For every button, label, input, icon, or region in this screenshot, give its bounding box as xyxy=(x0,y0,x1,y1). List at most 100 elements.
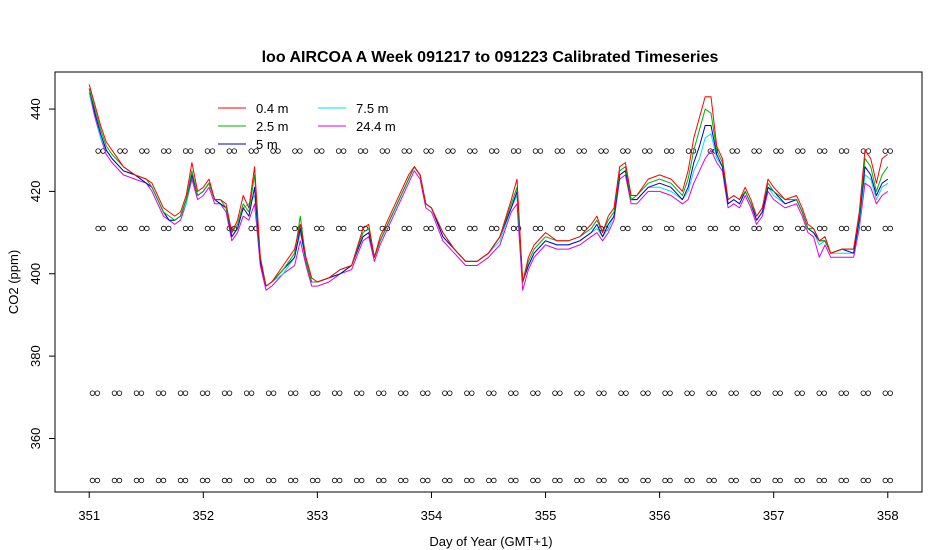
marker-point xyxy=(530,477,536,484)
marker-point xyxy=(882,477,888,484)
marker-point xyxy=(297,148,303,154)
marker-point xyxy=(647,225,653,232)
marker-point xyxy=(777,390,783,396)
marker-point xyxy=(865,225,872,232)
marker-point xyxy=(882,225,888,232)
marker-point xyxy=(161,148,167,154)
marker-point xyxy=(882,390,888,396)
marker-point xyxy=(489,225,495,232)
marker-point xyxy=(598,148,604,154)
x-axis: 351 352 353 354 355 356 357 358 xyxy=(78,492,899,523)
marker-point xyxy=(494,225,500,232)
marker-point xyxy=(755,477,761,484)
marker-point xyxy=(647,148,653,154)
marker-point xyxy=(663,225,670,232)
marker-point xyxy=(199,390,206,396)
marker-point xyxy=(428,148,434,154)
marker-point xyxy=(187,148,194,154)
marker-point xyxy=(204,390,211,396)
series-layer xyxy=(88,84,889,291)
marker-point xyxy=(270,477,277,484)
marker-point xyxy=(292,390,299,396)
marker-point xyxy=(625,148,631,154)
x-tick-label: 357 xyxy=(763,508,785,523)
marker-point xyxy=(182,477,189,484)
marker-point xyxy=(554,148,560,154)
marker-point xyxy=(778,225,784,232)
marker-point xyxy=(204,225,211,232)
marker-point xyxy=(319,148,325,154)
marker-point xyxy=(795,148,801,154)
marker-point xyxy=(117,225,123,232)
marker-point xyxy=(689,477,695,484)
legend-label: 2.5 m xyxy=(256,119,289,134)
marker-point xyxy=(733,390,739,396)
x-tick-label: 353 xyxy=(307,508,329,523)
marker-point xyxy=(420,390,426,396)
marker-point xyxy=(581,225,587,232)
marker-point xyxy=(574,390,580,396)
marker-point xyxy=(467,225,473,232)
marker-point xyxy=(642,225,648,232)
marker-point xyxy=(537,225,544,232)
marker-point xyxy=(642,148,648,154)
marker-point xyxy=(166,225,172,232)
marker-point xyxy=(576,225,582,232)
marker-point xyxy=(887,225,893,232)
marker-point xyxy=(513,390,519,396)
marker-point xyxy=(685,148,692,154)
marker-point xyxy=(821,390,827,396)
marker-point xyxy=(122,225,128,232)
marker-point xyxy=(354,390,360,396)
marker-point xyxy=(596,477,602,484)
marker-point xyxy=(182,225,189,232)
marker-point xyxy=(729,148,735,154)
marker-point xyxy=(89,477,96,484)
marker-point xyxy=(270,225,276,232)
marker-point xyxy=(685,225,692,232)
marker-point xyxy=(821,148,828,154)
marker-point xyxy=(887,148,893,154)
marker-point xyxy=(161,225,167,232)
marker-point xyxy=(838,225,845,232)
marker-point xyxy=(406,225,412,232)
marker-point xyxy=(292,148,298,154)
marker-point xyxy=(265,390,272,396)
marker-point xyxy=(469,390,475,396)
marker-point xyxy=(139,148,145,154)
marker-point xyxy=(447,477,453,484)
marker-point xyxy=(777,477,783,484)
marker-point xyxy=(89,390,96,396)
marker-point xyxy=(442,390,448,396)
marker-point xyxy=(287,477,294,484)
marker-point xyxy=(530,390,536,396)
marker-point xyxy=(445,148,451,154)
marker-point xyxy=(226,477,233,484)
marker-point xyxy=(795,225,801,232)
marker-point xyxy=(625,225,631,232)
marker-point xyxy=(706,477,712,484)
marker-point xyxy=(662,390,668,396)
marker-point xyxy=(447,390,453,396)
marker-point xyxy=(623,477,629,484)
legend-label: 0.4 m xyxy=(256,101,289,116)
marker-point xyxy=(340,148,347,154)
marker-layer xyxy=(89,148,893,484)
marker-point xyxy=(603,148,609,154)
marker-point xyxy=(406,148,412,154)
marker-point xyxy=(668,148,675,154)
marker-point xyxy=(711,477,717,484)
marker-point xyxy=(362,148,369,154)
marker-point xyxy=(253,148,259,154)
marker-point xyxy=(133,477,140,484)
marker-point xyxy=(645,390,651,396)
y-tick-label: 440 xyxy=(28,98,43,120)
marker-point xyxy=(707,148,714,154)
marker-point xyxy=(486,390,492,396)
marker-point xyxy=(359,390,365,396)
marker-point xyxy=(403,477,409,484)
marker-point xyxy=(557,390,563,396)
marker-point xyxy=(248,225,254,232)
marker-point xyxy=(425,390,431,396)
